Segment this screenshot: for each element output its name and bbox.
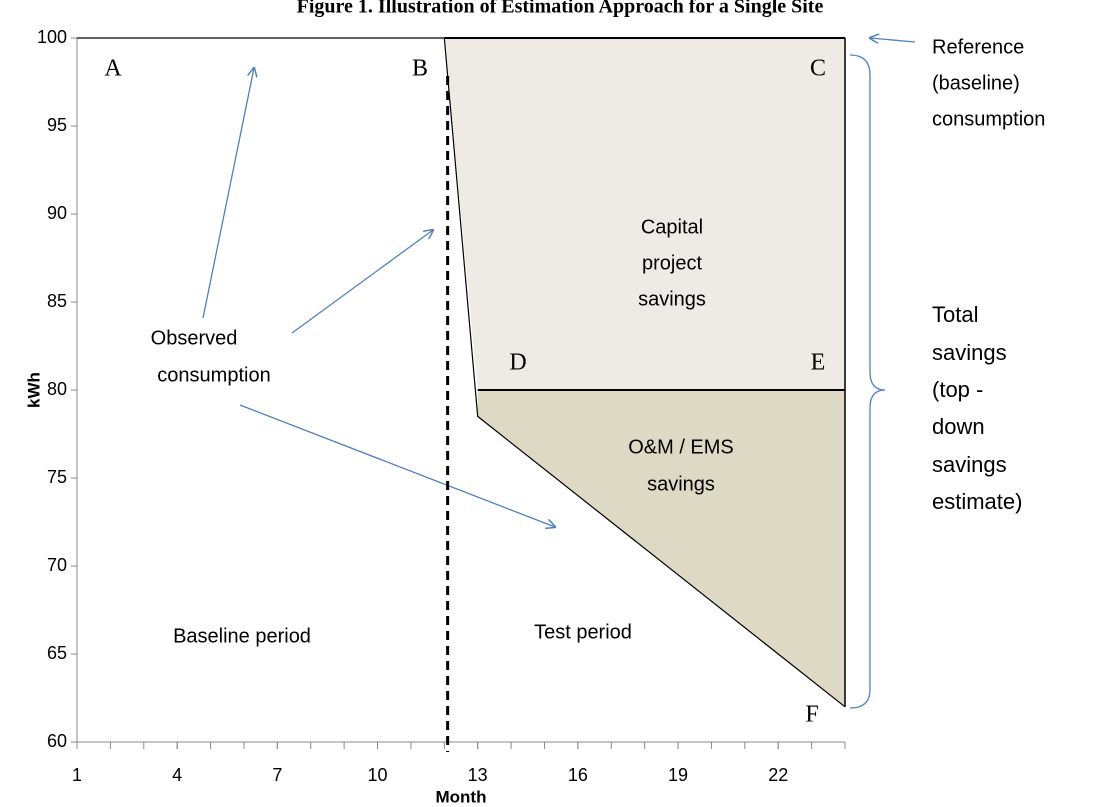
point-label: C [810, 56, 826, 82]
annotation: Reference [932, 36, 1024, 58]
x-tick-label: 16 [568, 765, 588, 785]
arrow [202, 68, 254, 319]
annotation: consumption [932, 108, 1045, 130]
y-tick-label: 70 [47, 555, 67, 575]
y-tick-label: 100 [37, 27, 67, 47]
point-label: D [509, 350, 526, 376]
y-tick-label: 95 [47, 115, 67, 135]
regions [444, 38, 845, 707]
x-axis-label: Month [436, 787, 487, 806]
annotation: Capital [641, 216, 703, 238]
annotation: project [642, 252, 702, 274]
arrow [870, 38, 916, 42]
x-tick-label: 22 [768, 765, 788, 785]
x-tick-label: 10 [368, 765, 388, 785]
point-label: B [412, 56, 428, 82]
y-tick-label: 80 [47, 379, 67, 399]
arrow [291, 230, 433, 334]
point-label: E [811, 350, 826, 376]
series-line [77, 37, 846, 708]
annotation: Total [932, 302, 978, 327]
annotation: Observed [151, 327, 238, 349]
arrow [239, 404, 555, 527]
x-tick-label: 7 [272, 765, 282, 785]
y-tick-label: 90 [47, 203, 67, 223]
brace [849, 54, 886, 709]
annotation: (top - [932, 377, 983, 402]
annotation: (baseline) [932, 72, 1020, 94]
y-axis-label: kWh [24, 372, 43, 408]
annotation: savings [932, 452, 1007, 477]
annotation: estimate) [932, 489, 1022, 514]
arrows [202, 38, 916, 709]
x-tick-label: 4 [172, 765, 182, 785]
annotation: Baseline period [173, 625, 311, 647]
x-tick-label: 19 [668, 765, 688, 785]
x-tick-label: 1 [72, 765, 82, 785]
annotation: savings [638, 288, 706, 310]
y-tick-label: 75 [47, 467, 67, 487]
annotation: consumption [157, 364, 270, 386]
annotation: savings [647, 473, 715, 495]
point-label: A [104, 56, 122, 82]
om-savings-region [477, 390, 845, 707]
y-tick-label: 65 [47, 643, 67, 663]
y-tick-label: 60 [47, 731, 67, 751]
chart-title: Figure 1. Illustration of Estimation App… [297, 0, 824, 18]
annotation: down [932, 414, 985, 439]
annotation: Test period [534, 621, 632, 643]
x-tick-label: 13 [468, 765, 488, 785]
capital-savings-region [444, 38, 845, 390]
annotation: O&M / EMS [628, 436, 734, 458]
y-tick-label: 85 [47, 291, 67, 311]
annotation: savings [932, 340, 1007, 365]
point-label: F [805, 702, 818, 728]
